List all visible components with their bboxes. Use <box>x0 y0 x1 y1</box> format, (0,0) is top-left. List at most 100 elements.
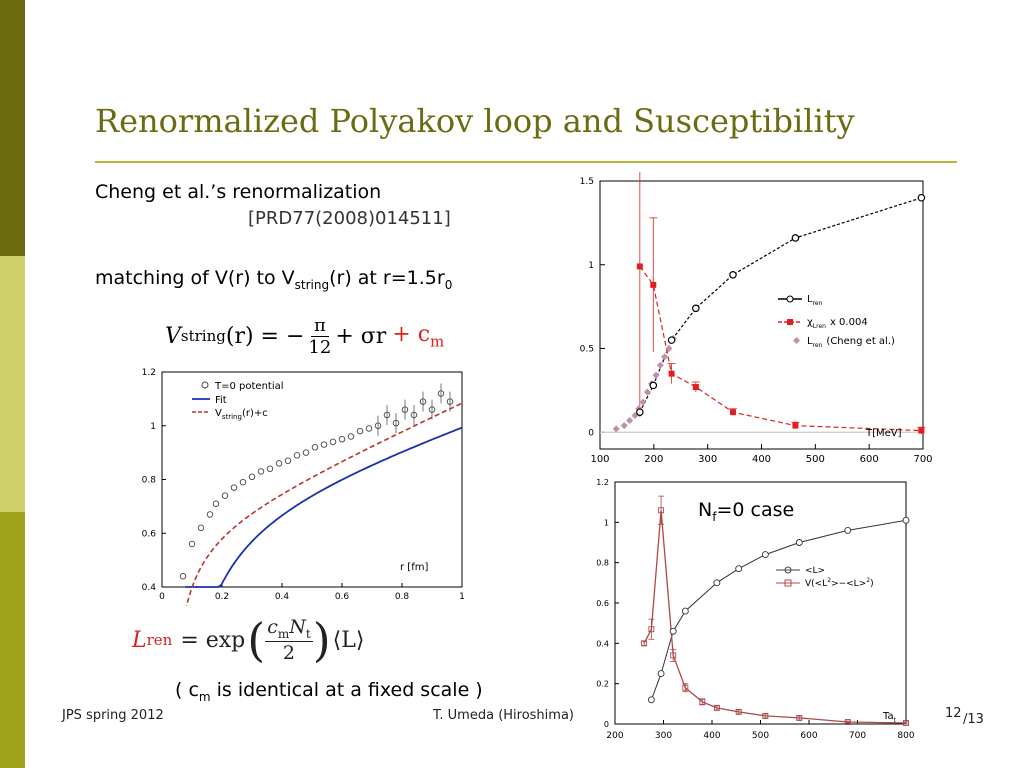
potential-point <box>446 398 454 405</box>
potential-point <box>266 465 274 472</box>
reference-text: [PRD77(2008)014511] <box>248 208 451 229</box>
avg-l-point <box>795 539 803 546</box>
chi-point <box>729 409 736 416</box>
lren-point <box>729 271 737 279</box>
cheng-point <box>656 361 664 369</box>
potential-point <box>197 524 205 532</box>
x-tick-label: 300 <box>655 731 672 741</box>
legend-cheng-suffix: (Cheng et al.) <box>826 336 895 347</box>
x-tick-label: 200 <box>644 454 663 465</box>
potential-point <box>248 473 256 481</box>
potential-point <box>239 478 247 486</box>
variance-point <box>796 714 803 721</box>
lren-point <box>649 381 658 390</box>
x-tick-label: 200 <box>606 731 623 741</box>
legend-variance-mid: >−<L> <box>831 579 866 589</box>
nf0-sub: f <box>712 509 717 524</box>
eq-fraction: π 12 <box>308 315 331 358</box>
sidebar-decoration <box>0 0 25 768</box>
matching-line: matching of V(r) to Vstring(r) at r=1.5r… <box>95 267 452 292</box>
potential-point <box>284 457 292 464</box>
legend-fit: Fit <box>215 395 227 406</box>
eq-frac-num: π <box>310 315 329 337</box>
potential-point <box>437 390 445 397</box>
variance-point <box>762 712 769 719</box>
y-tick-label: 0.5 <box>580 345 594 355</box>
y-tick-label: 0.4 <box>142 583 157 593</box>
note-sub: m <box>198 689 211 704</box>
vstring-curve <box>185 402 462 606</box>
legend-marker-avg-l <box>784 566 792 574</box>
legend-potential: T=0 potential <box>214 381 284 392</box>
legend-variance-sup1: 2 <box>827 577 831 584</box>
sidebar-block-bottom <box>0 512 25 768</box>
y-tick-label: 1.2 <box>596 478 609 487</box>
nf0-case-label: Nf=0 case <box>698 499 795 524</box>
variance-point <box>713 704 720 711</box>
legend-marker-variance <box>784 579 792 587</box>
potential-point <box>188 540 196 548</box>
polyakov-legend: Lren χLren x 0.004 Lren (Cheng et al.) <box>778 294 895 349</box>
y-tick-label: 0.6 <box>596 599 609 608</box>
matching-sub0: 0 <box>444 277 453 292</box>
potential-point <box>329 438 337 446</box>
legend-chi-sub: Lren <box>813 323 826 330</box>
potential-point <box>275 460 283 467</box>
avg-l-line <box>650 519 907 700</box>
chi-point <box>636 263 643 270</box>
eq-v-sub: string <box>180 327 226 345</box>
potential-point <box>410 411 418 419</box>
eq-lren-den: 2 <box>282 641 296 664</box>
fit-curve <box>185 427 462 588</box>
matching-text-b: (r) at r=1.5r <box>329 267 445 289</box>
potential-point <box>320 441 328 448</box>
y-tick-label: 1 <box>588 261 594 271</box>
eq-exp: = exp <box>180 627 246 653</box>
slide-title: Renormalized Polyakov loop and Susceptib… <box>95 102 855 140</box>
polyakov-xlabel: T[MeV] <box>865 428 902 439</box>
y-tick-label: 0 <box>588 428 594 438</box>
x-tick-label: 0.2 <box>215 592 229 602</box>
potential-point <box>212 500 220 507</box>
nf0-b: =0 case <box>716 499 795 521</box>
legend-chi: χLren x 0.004 <box>807 317 868 330</box>
avg-l-point <box>669 627 677 635</box>
x-tick-label: 800 <box>897 731 914 741</box>
legend-variance-a: V(<L <box>805 579 827 589</box>
lren-point <box>791 234 800 242</box>
eq-lren-num: cmNt <box>265 616 313 642</box>
avg-l-point <box>902 516 910 524</box>
legend-cheng: Lren (Cheng et al.) <box>807 336 895 349</box>
avg-l-point <box>647 696 655 704</box>
x-tick-label: 400 <box>703 731 720 741</box>
cheng-point <box>639 398 647 406</box>
potential-points <box>179 383 454 580</box>
lren-point <box>917 193 926 202</box>
eq-cm-text: + c <box>392 321 431 347</box>
potential-point <box>230 484 238 491</box>
legend-chi-symbol: χ <box>807 317 813 328</box>
variance-line <box>643 510 907 724</box>
eq-l-sub: ren <box>146 631 173 649</box>
chi-point <box>792 422 799 429</box>
y-tick-label: 1 <box>150 422 156 432</box>
potential-point <box>374 422 382 430</box>
variance-point <box>670 652 677 659</box>
potential-point <box>347 433 355 440</box>
variance-point <box>903 720 909 726</box>
variance-point <box>658 507 665 514</box>
note-b: is identical at a fixed scale ) <box>210 679 483 701</box>
legend-marker-potential <box>201 381 209 389</box>
potential-point <box>206 511 214 518</box>
potential-ticks: 0 0.2 0.4 0.6 0.8 1 0.4 0.6 0.8 1 1.2 <box>142 368 465 602</box>
lren-point <box>692 304 700 313</box>
variance-point <box>641 640 648 647</box>
x-tick-label: 0.8 <box>395 592 410 602</box>
x-tick-label: 700 <box>913 454 932 465</box>
legend-marker-lren <box>786 295 794 303</box>
x-tick-label: 0.6 <box>335 592 350 602</box>
x-tick-label: 400 <box>752 454 771 465</box>
sidebar-block-middle <box>0 256 25 512</box>
